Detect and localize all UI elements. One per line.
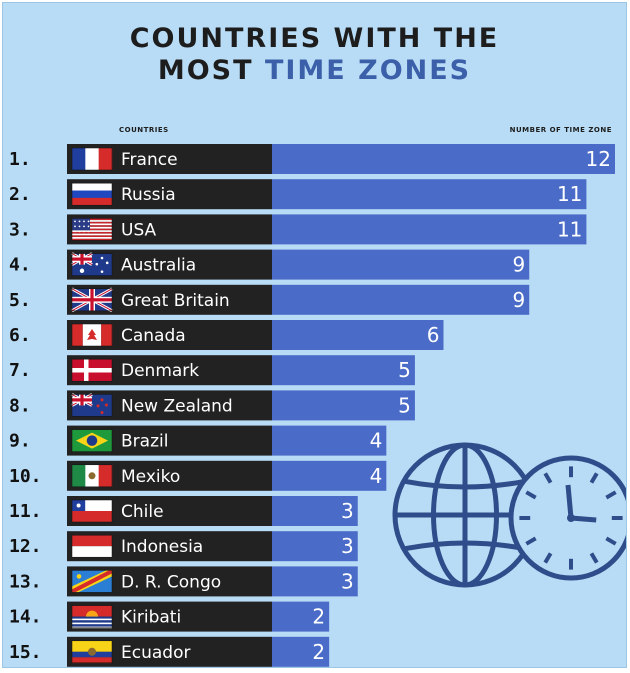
country-label: Brazil xyxy=(121,432,168,452)
rank-label: 5. xyxy=(9,290,31,311)
title-prefix: MOST xyxy=(157,55,265,86)
title-line-1: COUNTRIES WITH THE xyxy=(129,23,500,54)
rank-label: 13. xyxy=(9,571,42,592)
country-label: Mexiko xyxy=(121,467,180,487)
bar xyxy=(272,249,530,280)
rank-label: 4. xyxy=(9,255,31,276)
value-label: 5 xyxy=(398,393,411,417)
title-line-2: MOST TIME ZONES xyxy=(3,55,626,86)
rank-label: 6. xyxy=(9,325,31,346)
rank-label: 12. xyxy=(9,536,42,557)
france-flag-icon xyxy=(71,147,113,171)
chile-flag-icon xyxy=(71,499,113,523)
rank-label: 7. xyxy=(9,360,31,381)
country-label: D. R. Congo xyxy=(121,572,221,592)
country-label: New Zealand xyxy=(121,396,233,416)
country-label: Chile xyxy=(121,502,164,522)
clock-icon xyxy=(508,455,626,581)
value-label: 9 xyxy=(513,253,526,277)
bar-chart: 1. France 122. Russia 113. USA 114. Australia 95… xyxy=(9,144,626,667)
value-label: 9 xyxy=(513,288,526,312)
new-zealand-flag-icon xyxy=(71,393,113,417)
denmark-flag-icon xyxy=(71,358,113,382)
dr-congo-flag-icon xyxy=(71,570,113,593)
bar xyxy=(272,425,387,456)
country-label: USA xyxy=(121,220,157,240)
russia-flag-icon xyxy=(71,182,113,206)
chart-row: 10. Mexiko 4 xyxy=(9,460,387,491)
bar xyxy=(272,179,587,210)
mexico-flag-icon xyxy=(71,464,113,488)
country-label: Ecuador xyxy=(121,643,190,663)
countries-column-header: COUNTRIES xyxy=(119,126,169,134)
canada-flag-icon xyxy=(71,323,113,347)
chart-row: 12. Indonesia 3 xyxy=(9,531,358,562)
bar xyxy=(272,460,387,491)
value-label: 3 xyxy=(341,499,354,523)
kiribati-flag-icon xyxy=(71,605,113,629)
value-label: 5 xyxy=(398,358,411,382)
usa-flag-icon xyxy=(71,218,113,241)
country-label: Indonesia xyxy=(121,537,203,557)
bar xyxy=(272,214,587,245)
country-label: Denmark xyxy=(121,361,199,381)
chart-row: 14. Kiribati 2 xyxy=(9,601,330,632)
country-label: Great Britain xyxy=(121,291,230,311)
chart-row: 1. France 12 xyxy=(9,144,615,174)
rank-label: 15. xyxy=(9,642,42,663)
country-label: Australia xyxy=(121,256,196,276)
rank-label: 3. xyxy=(9,219,31,240)
rank-label: 11. xyxy=(9,501,42,522)
chart-row: 11. Chile 3 xyxy=(9,496,358,526)
brazil-flag-icon xyxy=(71,429,113,452)
chart-row: 15. Ecuador 2 xyxy=(9,636,330,667)
value-label: 4 xyxy=(370,464,383,488)
great-britain-flag-icon xyxy=(71,287,113,313)
bar xyxy=(272,284,530,315)
chart-row: 8. New Zealand 5 xyxy=(9,390,415,421)
value-label: 12 xyxy=(586,147,611,171)
time-zones-column-header: NUMBER OF TIME ZONE xyxy=(509,126,612,134)
bar xyxy=(272,144,615,174)
value-label: 2 xyxy=(312,640,325,664)
rank-label: 8. xyxy=(9,395,31,416)
bar xyxy=(272,390,415,421)
value-label: 4 xyxy=(370,429,383,453)
bar xyxy=(272,320,444,350)
country-label: France xyxy=(121,150,178,170)
value-label: 11 xyxy=(557,217,582,241)
ecuador-flag-icon xyxy=(71,640,113,664)
australia-flag-icon xyxy=(71,252,113,276)
bar xyxy=(272,531,358,562)
country-label: Kiribati xyxy=(121,608,181,628)
chart-row: 6. Canada 6 xyxy=(9,320,444,350)
chart-row: 3. USA 11 xyxy=(9,214,587,245)
indonesia-flag-icon xyxy=(71,534,113,558)
chart-row: 2. Russia 11 xyxy=(9,179,587,210)
value-label: 2 xyxy=(312,605,325,629)
value-label: 6 xyxy=(427,323,440,347)
bar xyxy=(272,496,358,526)
chart-row: 13. D. R. Congo 3 xyxy=(9,566,358,597)
chart-row: 7. Denmark 5 xyxy=(9,355,415,386)
country-label: Canada xyxy=(121,326,186,346)
bar xyxy=(272,355,415,386)
rank-label: 10. xyxy=(9,466,42,487)
rank-label: 14. xyxy=(9,607,42,628)
bar xyxy=(272,566,358,597)
bar xyxy=(272,601,330,632)
rank-label: 2. xyxy=(9,184,31,205)
title-highlight: TIME ZONES xyxy=(264,55,472,86)
rank-label: 9. xyxy=(9,431,31,452)
country-label: Russia xyxy=(121,185,176,205)
rank-label: 1. xyxy=(9,149,31,170)
chart-row: 5. Great Britain 9 xyxy=(9,284,530,315)
value-label: 11 xyxy=(557,182,582,206)
value-label: 3 xyxy=(341,534,354,558)
bar xyxy=(272,636,330,667)
chart-row: 9. Brazil 4 xyxy=(9,425,387,456)
value-label: 3 xyxy=(341,569,354,593)
chart-row: 4. Australia 9 xyxy=(9,249,530,280)
